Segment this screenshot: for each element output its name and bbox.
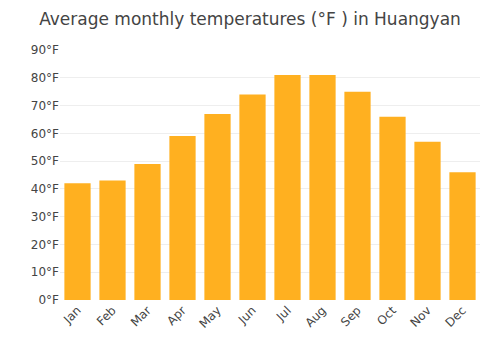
svg-text:0°F: 0°F	[38, 293, 59, 307]
svg-text:40°F: 40°F	[31, 182, 59, 196]
svg-text:Apr: Apr	[164, 303, 189, 328]
svg-text:Average monthly temperatures (: Average monthly temperatures (°F ) in Hu…	[39, 9, 461, 29]
svg-text:90°F: 90°F	[31, 43, 59, 57]
svg-text:10°F: 10°F	[31, 265, 59, 279]
svg-text:Nov: Nov	[407, 303, 433, 329]
svg-text:30°F: 30°F	[31, 210, 59, 224]
svg-text:May: May	[196, 303, 223, 330]
svg-text:Dec: Dec	[443, 303, 469, 329]
svg-text:Aug: Aug	[302, 303, 328, 329]
svg-text:Oct: Oct	[374, 303, 399, 328]
svg-text:Jun: Jun	[235, 303, 259, 327]
svg-text:50°F: 50°F	[31, 154, 59, 168]
svg-text:Sep: Sep	[338, 303, 364, 329]
svg-text:Feb: Feb	[94, 303, 119, 328]
svg-text:80°F: 80°F	[31, 71, 59, 85]
svg-text:70°F: 70°F	[31, 99, 59, 113]
svg-text:Mar: Mar	[128, 303, 154, 329]
svg-text:60°F: 60°F	[31, 127, 59, 141]
svg-text:Jul: Jul	[273, 303, 294, 324]
svg-text:Jan: Jan	[60, 303, 84, 327]
svg-text:20°F: 20°F	[31, 238, 59, 252]
